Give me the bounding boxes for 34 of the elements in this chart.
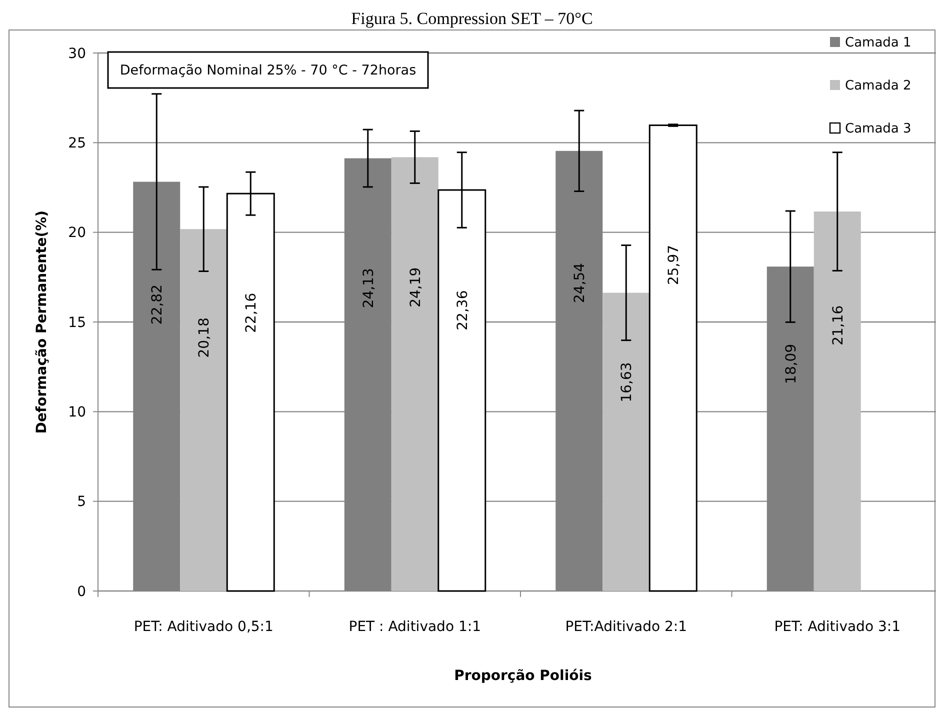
data-label: 16,63 [619, 362, 636, 402]
y-tick-label: 0 [77, 584, 86, 600]
y-tick-label: 15 [68, 314, 86, 331]
x-tick-label: PET:Aditivado 2:1 [565, 619, 688, 635]
data-label: 24,13 [360, 268, 377, 308]
data-label: 22,16 [244, 292, 260, 333]
x-tick-label: PET : Aditivado 1:1 [348, 619, 481, 635]
bar [391, 157, 438, 591]
bar [648, 124, 698, 592]
legend-label: Camada 1 [845, 36, 912, 51]
x-tick-label: PET: Aditivado 0,5:1 [134, 619, 274, 635]
data-label: 18,09 [783, 344, 800, 384]
bar [180, 229, 228, 591]
data-label: 21,16 [830, 305, 846, 346]
y-tick-label: 10 [68, 404, 86, 421]
bar [814, 212, 861, 591]
y-tick-label: 25 [68, 136, 86, 152]
y-tick-label: 30 [68, 46, 86, 62]
y-axis-title: Deformação Permanente(%) [34, 210, 50, 434]
data-label: 20,18 [196, 318, 213, 358]
data-label: 24,54 [572, 262, 588, 303]
x-tick-label: PET: Aditivado 3:1 [774, 619, 901, 635]
y-tick-label: 20 [68, 225, 86, 242]
x-axis-title: Proporção Polióis [454, 668, 592, 684]
annotation: Deformação Nominal 25% - 70 °C - 72horas [120, 62, 416, 79]
legend-label: Camada 3 [845, 122, 912, 137]
data-label: 22,36 [454, 290, 471, 330]
data-label: 24,19 [408, 267, 424, 308]
y-tick-label: 5 [77, 494, 86, 510]
bar [602, 292, 650, 591]
chart-title: Figura 5. Compression SET – 70°C [351, 9, 593, 28]
data-label: 22,82 [150, 284, 166, 325]
legend-label: Camada 2 [845, 78, 912, 94]
data-label: 25,97 [666, 244, 682, 286]
